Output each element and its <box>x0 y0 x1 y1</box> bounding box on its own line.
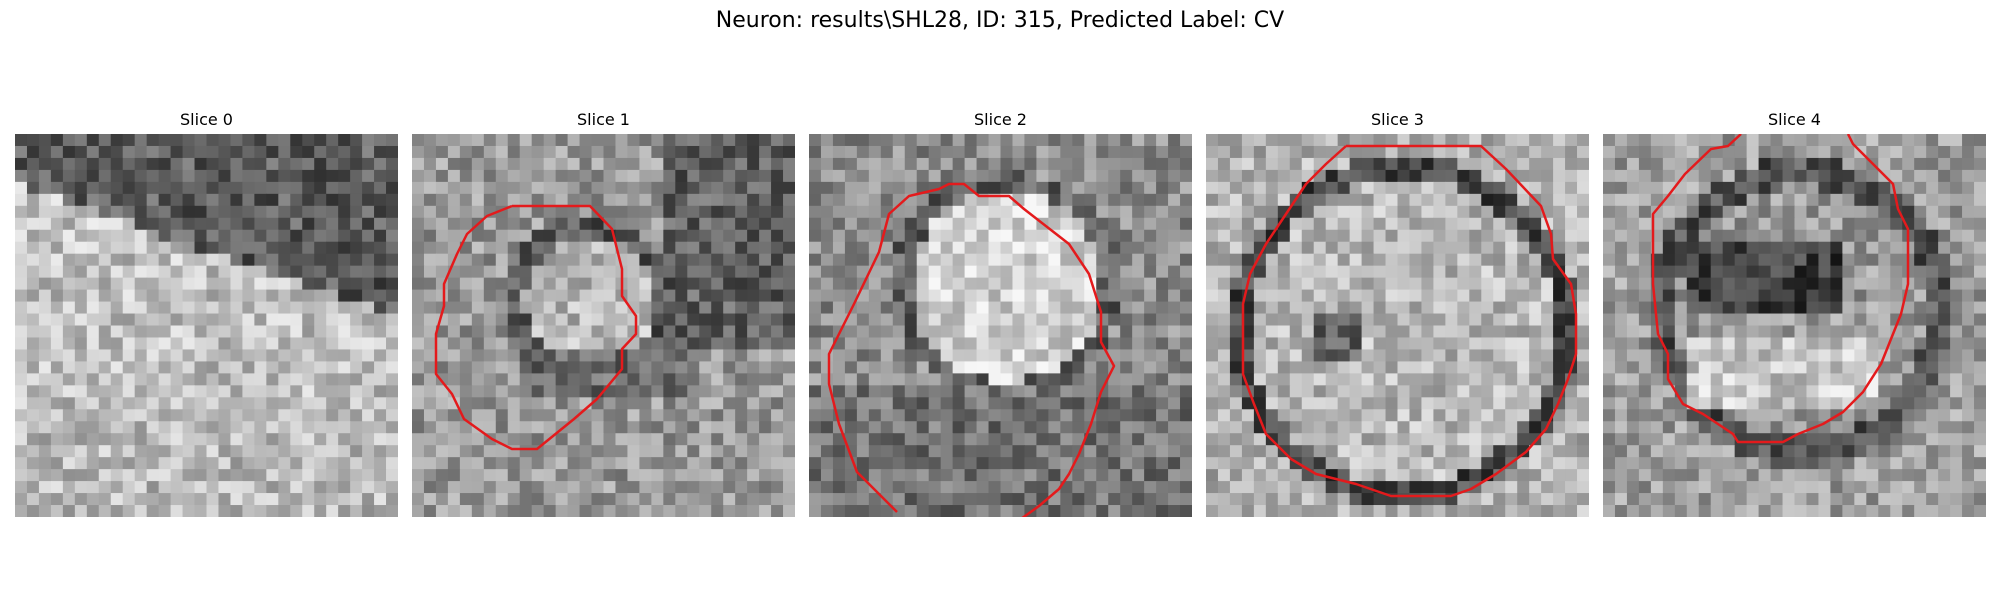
figure-title: Neuron: results\SHL28, ID: 315, Predicte… <box>715 8 1285 33</box>
segmentation-contour <box>434 204 638 451</box>
segmentation-contour <box>827 182 1116 517</box>
slice-image <box>15 134 398 517</box>
segmentation-contour <box>1241 144 1578 498</box>
slice-title: Slice 0 <box>180 110 233 129</box>
pixel-grid <box>1603 134 1986 517</box>
pixel-grid <box>15 134 398 517</box>
slice-image <box>1206 134 1589 517</box>
slice-title: Slice 4 <box>1768 110 1821 129</box>
pixel-grid <box>809 134 1192 517</box>
segmentation-contour <box>1651 134 1910 444</box>
slice-image <box>412 134 795 517</box>
pixel-grid <box>412 134 795 517</box>
slice-image <box>809 134 1192 517</box>
slice-image <box>1603 134 1986 517</box>
slice-title: Slice 2 <box>974 110 1027 129</box>
pixel-grid <box>1206 134 1589 517</box>
slice-title: Slice 3 <box>1371 110 1424 129</box>
slice-title: Slice 1 <box>577 110 630 129</box>
